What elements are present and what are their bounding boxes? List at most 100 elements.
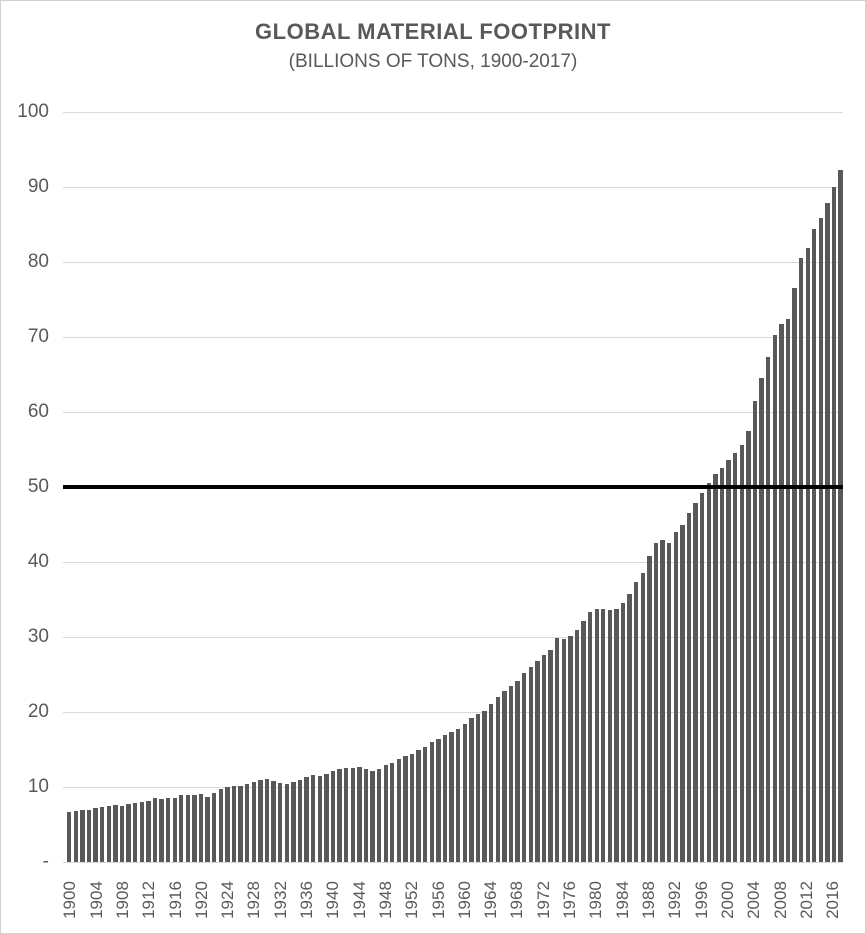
bar-1914 [159, 799, 164, 862]
gridline-60 [63, 412, 843, 413]
x-tick-label-1960: 1960 [454, 881, 474, 919]
x-tick-label-1920: 1920 [191, 881, 211, 919]
bar-1919 [192, 795, 197, 862]
bar-1910 [132, 802, 138, 862]
bar-1968 [515, 680, 520, 862]
x-tick-label-1968: 1968 [507, 881, 527, 919]
bar-2004 [752, 400, 758, 862]
bar-1905 [99, 807, 105, 862]
x-tick-label-1992: 1992 [665, 881, 685, 919]
gridline-70 [63, 337, 843, 338]
bar-1995 [693, 502, 698, 862]
y-tick-label-30: 30 [27, 626, 49, 647]
bar-1946 [370, 770, 375, 862]
bar-1976 [568, 636, 573, 862]
bar-1929 [258, 780, 263, 862]
bar-1959 [456, 728, 461, 862]
bar-1950 [396, 759, 402, 862]
bar-1943 [350, 767, 355, 862]
bar-2011 [798, 258, 804, 862]
gridline-30 [63, 637, 843, 638]
bar-1957 [442, 735, 448, 862]
x-tick-label-1996: 1996 [691, 881, 711, 919]
bar-1944 [357, 766, 362, 862]
bar-1951 [403, 756, 408, 862]
bar-1956 [436, 739, 441, 862]
x-tick-label-1952: 1952 [402, 881, 422, 919]
bar-1912 [146, 800, 151, 862]
bar-1948 [383, 765, 388, 862]
bar-1925 [231, 786, 237, 862]
bar-1984 [620, 603, 626, 862]
x-tick-label-1988: 1988 [639, 881, 658, 919]
bar-1972 [541, 655, 547, 862]
bar-2016 [831, 187, 837, 862]
bar-1969 [521, 673, 527, 862]
bar-1923 [218, 789, 224, 862]
bar-2014 [818, 217, 824, 862]
bar-2007 [772, 334, 777, 862]
bar-1994 [686, 513, 692, 862]
reference-line-50 [63, 485, 843, 489]
bar-1990 [660, 540, 665, 862]
x-tick-label-1908: 1908 [112, 881, 132, 919]
bar-1908 [119, 805, 125, 862]
bar-1945 [363, 769, 369, 862]
x-tick-label-1984: 1984 [612, 881, 632, 919]
x-tick-label-2008: 2008 [770, 881, 790, 919]
bar-1966 [502, 691, 507, 862]
chart-subtitle: (BILLIONS OF TONS, 1900-2017) [288, 51, 578, 72]
bar-1979 [587, 611, 593, 862]
bar-1974 [554, 637, 560, 862]
bar-1937 [310, 775, 316, 862]
bar-1989 [653, 543, 659, 862]
bar-1987 [640, 573, 646, 862]
bar-1930 [264, 778, 270, 862]
x-tick-label-1912: 1912 [139, 881, 159, 919]
bar-2010 [792, 287, 797, 862]
bar-1988 [647, 556, 652, 862]
gridline-0 [63, 862, 843, 863]
bar-1960 [462, 724, 468, 862]
y-tick-label-10: 10 [27, 776, 49, 797]
bar-1940 [330, 771, 336, 862]
y-tick-label-50: 50 [27, 476, 49, 497]
chart-title: GLOBAL MATERIAL FOOTPRINT [255, 19, 611, 44]
bar-1973 [548, 649, 553, 862]
gridline-40 [63, 562, 843, 563]
bar-1999 [719, 468, 725, 862]
x-tick-label-1980: 1980 [586, 881, 606, 919]
bar-1901 [73, 811, 78, 862]
bar-1998 [713, 474, 718, 862]
bar-1907 [113, 805, 118, 862]
bar-1965 [495, 697, 500, 862]
x-tick-label-1964: 1964 [481, 881, 501, 919]
bar-1967 [508, 685, 514, 862]
bar-1927 [245, 784, 250, 862]
gridline-90 [63, 187, 843, 188]
bar-1915 [165, 798, 171, 862]
bar-1913 [152, 798, 158, 862]
bar-1970 [528, 667, 533, 862]
bar-1981 [601, 609, 606, 862]
bar-2000 [726, 460, 731, 862]
bar-1978 [581, 621, 586, 862]
x-tick-label-1948: 1948 [375, 881, 395, 919]
bar-1962 [475, 714, 481, 862]
bar-1936 [304, 777, 309, 862]
bar-1904 [93, 808, 98, 862]
bar-1991 [667, 542, 672, 862]
bar-1983 [614, 608, 619, 862]
bar-1916 [172, 797, 177, 862]
bar-2001 [732, 452, 738, 862]
bar-1961 [469, 718, 474, 862]
bar-1920 [198, 793, 204, 862]
bar-1964 [489, 703, 494, 862]
bar-1963 [482, 710, 487, 862]
bar-1977 [574, 629, 580, 862]
y-tick-label-80: 80 [27, 251, 49, 272]
bar-1955 [429, 742, 435, 862]
y-tick-label-40: 40 [27, 551, 49, 572]
bar-1934 [291, 781, 296, 862]
